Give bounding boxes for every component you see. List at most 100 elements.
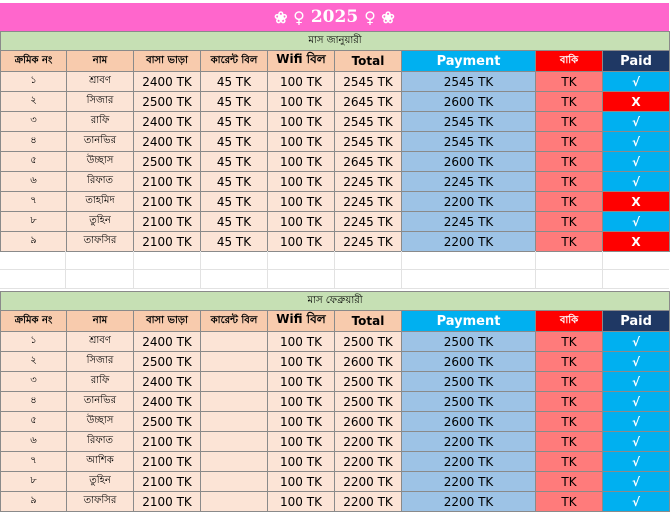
name-cell[interactable]: রিফাত: [66, 171, 134, 192]
title-banner[interactable]: ❀ ♀ 2025 ♀ ❀: [0, 3, 669, 32]
name-cell[interactable]: সিজার: [66, 91, 134, 112]
total-cell[interactable]: 2600 TK: [334, 411, 402, 432]
name-cell[interactable]: তাহমিদ: [66, 191, 134, 212]
paid-status-cell[interactable]: √: [601, 371, 671, 392]
current-bill-cell[interactable]: 45 TK: [200, 231, 268, 252]
payment-cell[interactable]: 2200 TK: [401, 431, 536, 452]
wifi-bill-cell[interactable]: 100 TK: [267, 491, 335, 512]
due-cell[interactable]: TK: [535, 151, 603, 172]
name-cell[interactable]: উচ্ছাস: [66, 151, 134, 172]
name-cell[interactable]: রাফি: [66, 371, 134, 392]
current-bill-cell[interactable]: 45 TK: [200, 131, 268, 152]
payment-cell[interactable]: 2545 TK: [401, 131, 536, 152]
name-cell[interactable]: তুহিন: [66, 471, 134, 492]
current-bill-cell[interactable]: [200, 411, 268, 432]
wifi-bill-cell[interactable]: 100 TK: [267, 171, 335, 192]
rent-cell[interactable]: 2400 TK: [133, 71, 201, 92]
wifi-bill-cell[interactable]: 100 TK: [267, 331, 335, 352]
total-cell[interactable]: 2545 TK: [334, 131, 402, 152]
name-cell[interactable]: রাফি: [66, 111, 134, 132]
serial-cell[interactable]: ৬: [0, 431, 67, 452]
wifi-bill-cell[interactable]: 100 TK: [267, 131, 335, 152]
paid-status-cell[interactable]: √: [601, 71, 671, 92]
total-cell[interactable]: 2500 TK: [334, 391, 402, 412]
total-cell[interactable]: 2600 TK: [334, 351, 402, 372]
rent-cell[interactable]: 2400 TK: [133, 111, 201, 132]
wifi-bill-cell[interactable]: 100 TK: [267, 351, 335, 372]
name-header[interactable]: নাম: [66, 50, 134, 72]
paid-header[interactable]: Paid: [601, 50, 671, 72]
payment-cell[interactable]: 2245 TK: [401, 171, 536, 192]
paid-status-cell[interactable]: √: [601, 431, 671, 452]
payment-cell[interactable]: 2200 TK: [401, 191, 536, 212]
paid-status-cell[interactable]: √: [601, 111, 671, 132]
payment-cell[interactable]: 2200 TK: [401, 231, 536, 252]
serial-cell[interactable]: ৮: [0, 211, 67, 232]
serial-cell[interactable]: ৪: [0, 391, 67, 412]
name-header[interactable]: নাম: [66, 310, 134, 332]
serial-cell[interactable]: ৯: [0, 491, 67, 512]
wifi-bill-cell[interactable]: 100 TK: [267, 431, 335, 452]
payment-cell[interactable]: 2200 TK: [401, 491, 536, 512]
total-cell[interactable]: 2545 TK: [334, 71, 402, 92]
current-bill-header[interactable]: কারেন্ট বিল: [200, 50, 268, 72]
paid-status-cell[interactable]: √: [601, 131, 671, 152]
rent-cell[interactable]: 2500 TK: [133, 91, 201, 112]
payment-cell[interactable]: 2200 TK: [401, 451, 536, 472]
wifi-bill-cell[interactable]: 100 TK: [267, 391, 335, 412]
serial-cell[interactable]: ৭: [0, 451, 67, 472]
paid-status-cell[interactable]: √: [601, 391, 671, 412]
serial-cell[interactable]: ৮: [0, 471, 67, 492]
name-cell[interactable]: রিফাত: [66, 431, 134, 452]
payment-cell[interactable]: 2600 TK: [401, 411, 536, 432]
current-bill-cell[interactable]: 45 TK: [200, 91, 268, 112]
rent-cell[interactable]: 2100 TK: [133, 431, 201, 452]
wifi-bill-cell[interactable]: 100 TK: [267, 211, 335, 232]
wifi-bill-header[interactable]: Wifi বিল: [267, 50, 335, 72]
wifi-bill-cell[interactable]: 100 TK: [267, 471, 335, 492]
due-cell[interactable]: TK: [535, 71, 603, 92]
total-cell[interactable]: 2200 TK: [334, 471, 402, 492]
rent-cell[interactable]: 2100 TK: [133, 451, 201, 472]
serial-header[interactable]: ক্রমিক নং: [0, 310, 67, 332]
paid-header[interactable]: Paid: [601, 310, 671, 332]
due-cell[interactable]: TK: [535, 431, 603, 452]
month-label[interactable]: মাস ফেব্রুয়ারী: [0, 291, 671, 311]
due-cell[interactable]: TK: [535, 111, 603, 132]
serial-cell[interactable]: ৯: [0, 231, 67, 252]
wifi-bill-cell[interactable]: 100 TK: [267, 111, 335, 132]
payment-cell[interactable]: 2600 TK: [401, 151, 536, 172]
rent-header[interactable]: বাসা ভাড়া: [133, 50, 201, 72]
paid-status-cell[interactable]: √: [601, 411, 671, 432]
total-cell[interactable]: 2545 TK: [334, 111, 402, 132]
name-cell[interactable]: তুহিন: [66, 211, 134, 232]
total-header[interactable]: Total: [334, 50, 402, 72]
serial-cell[interactable]: ৫: [0, 411, 67, 432]
total-cell[interactable]: 2245 TK: [334, 211, 402, 232]
payment-cell[interactable]: 2545 TK: [401, 111, 536, 132]
rent-cell[interactable]: 2500 TK: [133, 351, 201, 372]
current-bill-cell[interactable]: [200, 451, 268, 472]
payment-cell[interactable]: 2500 TK: [401, 331, 536, 352]
current-bill-cell[interactable]: [200, 351, 268, 372]
current-bill-cell[interactable]: 45 TK: [200, 111, 268, 132]
payment-cell[interactable]: 2245 TK: [401, 211, 536, 232]
due-cell[interactable]: TK: [535, 471, 603, 492]
rent-cell[interactable]: 2400 TK: [133, 131, 201, 152]
name-cell[interactable]: উচ্ছাস: [66, 411, 134, 432]
payment-cell[interactable]: 2500 TK: [401, 391, 536, 412]
rent-cell[interactable]: 2400 TK: [133, 371, 201, 392]
rent-cell[interactable]: 2100 TK: [133, 471, 201, 492]
empty-row[interactable]: [0, 270, 669, 289]
name-cell[interactable]: তাফসির: [66, 491, 134, 512]
name-cell[interactable]: তানভির: [66, 391, 134, 412]
payment-header[interactable]: Payment: [401, 310, 536, 332]
rent-cell[interactable]: 2400 TK: [133, 391, 201, 412]
serial-cell[interactable]: ৩: [0, 111, 67, 132]
serial-cell[interactable]: ৪: [0, 131, 67, 152]
serial-cell[interactable]: ৫: [0, 151, 67, 172]
due-cell[interactable]: TK: [535, 491, 603, 512]
paid-status-cell[interactable]: √: [601, 151, 671, 172]
current-bill-cell[interactable]: 45 TK: [200, 151, 268, 172]
wifi-bill-header[interactable]: Wifi বিল: [267, 310, 335, 332]
